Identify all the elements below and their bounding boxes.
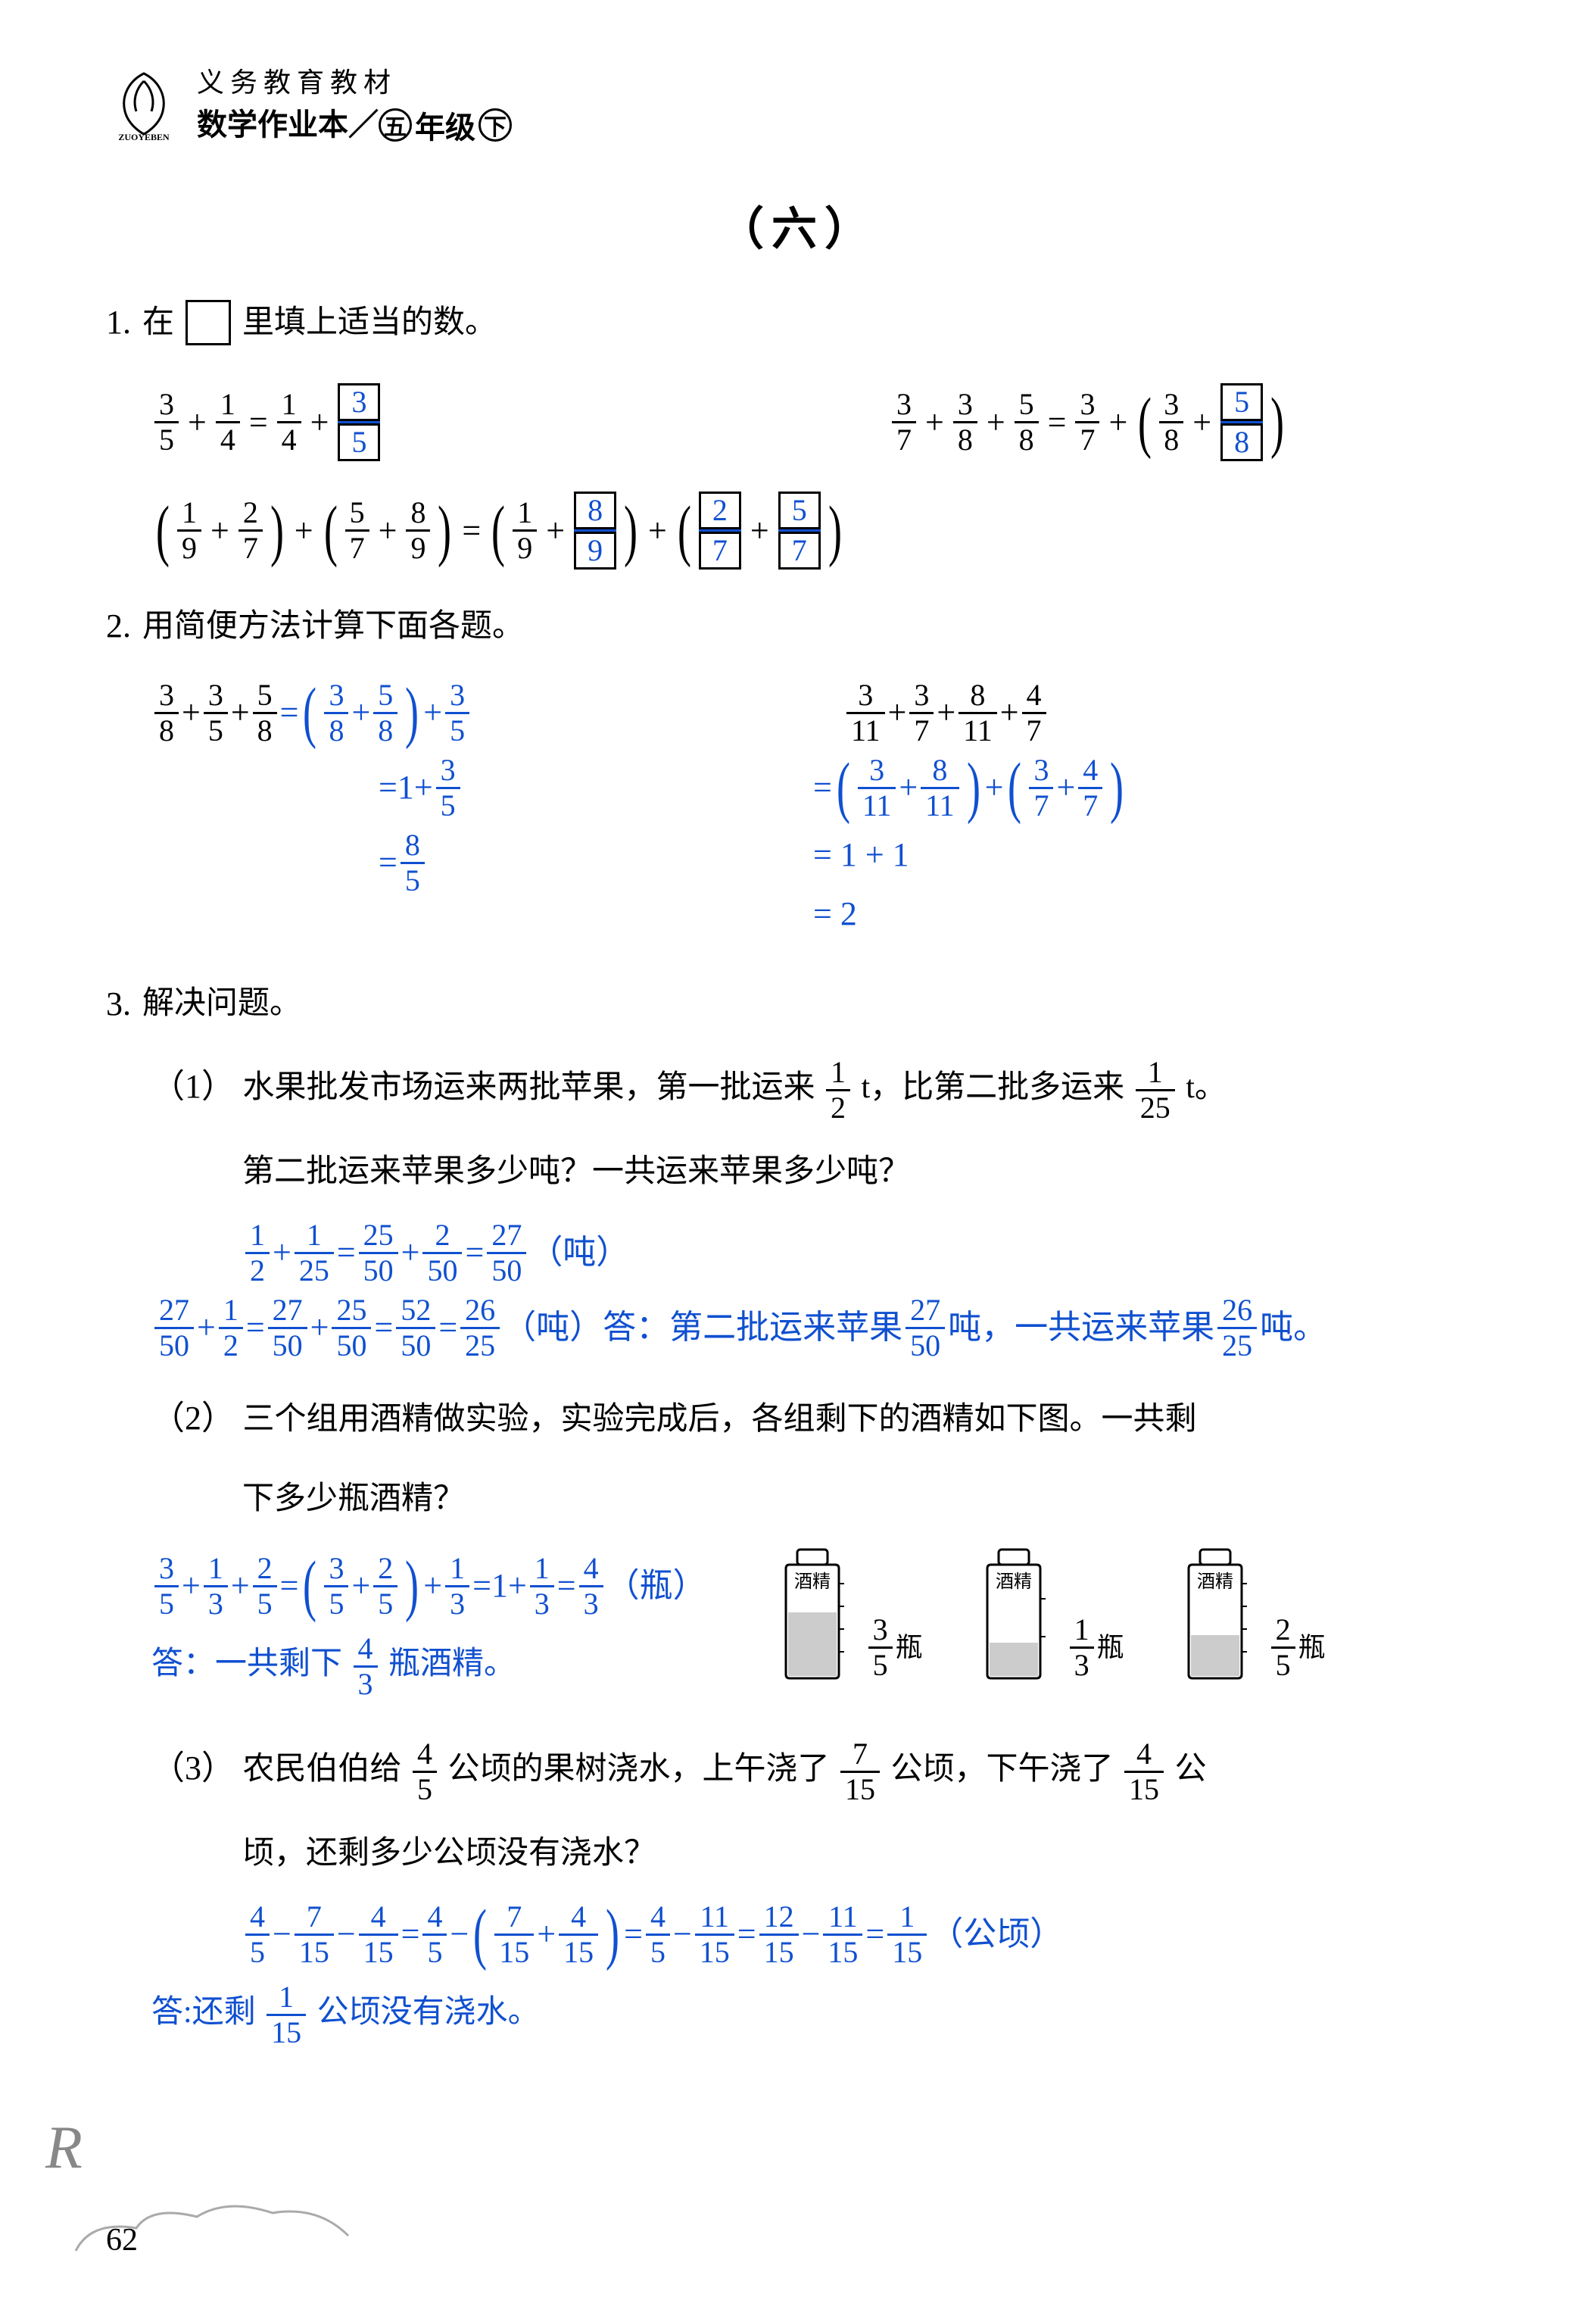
- problem-1-number: 1.: [106, 296, 131, 349]
- bottle-icon: 酒精: [968, 1546, 1059, 1682]
- bottle-1: 酒精 35 瓶: [767, 1546, 923, 1682]
- header-text: 义务教育教材 数学作业本／五年级下: [197, 61, 512, 147]
- problem-1: 1. 在 里填上适当的数。 35 + 14 = 14 + 35 37 + 38 …: [106, 296, 1490, 570]
- problem-3-number: 3.: [106, 978, 131, 1031]
- answer-box: 35: [338, 383, 380, 461]
- p3-2-answer: 答：一共剩下 43 瓶酒精。: [151, 1632, 706, 1701]
- problem-2-head: 2. 用简便方法计算下面各题。: [106, 600, 1490, 653]
- svg-text:酒精: 酒精: [996, 1571, 1032, 1592]
- bottle-2: 酒精 13 瓶: [968, 1546, 1124, 1682]
- problem-1-head: 1. 在 里填上适当的数。: [106, 296, 1490, 349]
- page-number: 62: [106, 2222, 138, 2258]
- page-header: ZUOYEBEN 义务教育教材 数学作业本／五年级下: [106, 61, 1490, 147]
- bottle-icon: 酒精: [1170, 1546, 1261, 1682]
- problem-2: 2. 用简便方法计算下面各题。 38 + 35 + 58 = ( 38 + 58…: [106, 600, 1490, 947]
- p1-equation-2: 37 + 38 + 58 = 37 + ( 38 + 58 ): [889, 383, 1490, 461]
- p2-right-work: 311 + 37 + 811 + 47 = ( 311 + 811 ) + ( …: [843, 673, 1490, 947]
- p1-equation-3: ( 19 + 27 ) + ( 57 + 89 ) = ( 19 + 89 ) …: [151, 492, 1490, 570]
- grade-badge: 五年级下: [379, 103, 512, 147]
- answer-box: 89: [574, 492, 616, 570]
- problem-2-number: 2.: [106, 600, 131, 653]
- answer-box: 58: [1220, 383, 1263, 461]
- blank-box-icon: [185, 300, 231, 345]
- problem-3: 3. 解决问题。 （1） 水果批发市场运来两批苹果，第一批运来 12 t，比第二…: [106, 978, 1490, 2049]
- problem-3-3: （3） 农民伯伯给 45 公顷的果树浇水，上午浇了 715 公顷，下午浇了 41…: [151, 1735, 1490, 2049]
- header-subtitle: 义务教育教材: [197, 61, 512, 100]
- svg-text:ZUOYEBEN: ZUOYEBEN: [118, 132, 170, 142]
- header-title: 数学作业本／五年级下: [197, 100, 512, 147]
- p3-2-solution: 35 + 13 + 25 = ( 35 + 25 ) + 13 = 1 + 13: [151, 1552, 706, 1621]
- answer-box: 57: [778, 492, 821, 570]
- svg-text:酒精: 酒精: [794, 1571, 831, 1592]
- p3-3-solution: 45 − 715 − 415 = 45 − ( 715 + 415 ) = 45…: [242, 1900, 1490, 1969]
- problem-3-1: （1） 水果批发市场运来两批苹果，第一批运来 12 t，比第二批多运来 125 …: [151, 1053, 1490, 1362]
- bottles-diagram: 酒精 35 瓶: [767, 1546, 1326, 1682]
- p1-equation-1: 35 + 14 = 14 + 35: [151, 383, 753, 461]
- bottle-icon: 酒精: [767, 1546, 858, 1682]
- bottle-3: 酒精 25 瓶: [1170, 1546, 1326, 1682]
- problem-3-2: （2） 三个组用酒精做实验，实验完成后，各组剩下的酒精如下图。一共剩 下多少瓶酒…: [151, 1385, 1490, 1712]
- svg-text:酒精: 酒精: [1197, 1571, 1233, 1592]
- publisher-logo: ZUOYEBEN: [106, 66, 182, 142]
- p3-3-answer: 答:还剩 115 公顷没有浇水。: [151, 1980, 1490, 2049]
- p2-left-work: 38 + 35 + 58 = ( 38 + 58 ) + 35 = 1 + 35: [106, 673, 753, 947]
- p3-1-solution-line1: 12 + 125 = 2550 + 250 = 2750 （吨）: [242, 1219, 1490, 1287]
- problem-3-head: 3. 解决问题。: [106, 978, 1490, 1031]
- chapter-title: （六）: [106, 192, 1490, 258]
- p3-1-solution-line2: 2750 + 12 = 2750 + 2550 = 5250 = 2625 （吨…: [151, 1294, 1490, 1362]
- answer-box: 27: [699, 492, 741, 570]
